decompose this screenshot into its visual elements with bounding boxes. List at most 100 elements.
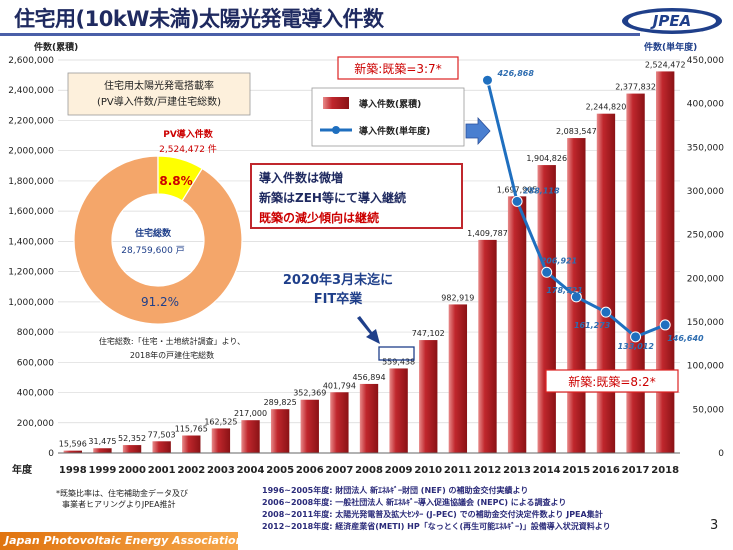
right-tick-label: 450,000 xyxy=(687,56,724,66)
message-3: 既築の減少傾向は継続 xyxy=(259,210,379,225)
ratio-top-box xyxy=(337,56,459,80)
logo-text: JPEA xyxy=(650,12,691,30)
left-tick-label: 1,800,000 xyxy=(8,177,54,187)
ratio-top: 新築:既築=3:7* xyxy=(354,61,441,76)
source-line-2: 2006~2008年度: 一般社団法人 新ｴﾈﾙｷﾞｰ導入促進協議会 (NEPC… xyxy=(262,498,567,507)
bar xyxy=(389,368,408,453)
pv-value: 2,524,472 件 xyxy=(159,143,217,155)
bar-value-label: 77,503 xyxy=(148,430,176,439)
page-number: 3 xyxy=(710,518,719,533)
bar xyxy=(241,420,260,453)
right-axis-title: 件数(単年度) xyxy=(644,41,697,53)
left-tick-label: 200,000 xyxy=(17,419,54,429)
message-2: 新築はZEH等にて導入継続 xyxy=(259,190,406,205)
line-point xyxy=(659,319,671,331)
bar xyxy=(478,239,497,453)
bar xyxy=(211,428,231,453)
footer-bar xyxy=(0,532,238,550)
bar xyxy=(596,113,616,453)
source-notes: 1996~2005年度: 財団法人 新ｴﾈﾙｷﾞｰ財団 (NEF) の補助金交付… xyxy=(262,485,611,533)
bar-value-label: 115,765 xyxy=(175,425,208,434)
pie-note-2: 2018年の戸建住宅総数 xyxy=(130,350,214,360)
pie-title-2: (PV導入件数/戸建住宅総数) xyxy=(97,95,221,108)
pie-note-1: 住宅総数:「住宅・土地統計調査」より、 xyxy=(99,336,245,346)
x-tick-label: 2001 xyxy=(148,465,176,476)
right-tick-label: 100,000 xyxy=(687,362,724,372)
bar xyxy=(300,399,319,453)
line-point xyxy=(511,195,523,207)
bar xyxy=(626,93,645,454)
right-tick-label: 300,000 xyxy=(687,187,724,197)
estimate-note: *既築比率は、住宅補助金データ及び 事業者ヒアリングよりJPEA推計 xyxy=(56,488,188,510)
bar xyxy=(93,448,112,453)
arrow-shape xyxy=(465,116,491,146)
left-axis-ticks: 0 200,000 400,000 600,000 800,000 1,000,000 1,… xyxy=(8,56,54,459)
bar-value-label: 559,438 xyxy=(382,357,415,366)
fit-text-1: 2020年3月末迄に xyxy=(283,272,393,288)
bar xyxy=(507,196,527,453)
line-value-label: 178,721 xyxy=(546,286,582,295)
legend-bar-label: 導入件数(累積) xyxy=(359,98,421,110)
jpea-logo: JPEA xyxy=(622,8,722,34)
bar-value-label: 15,596 xyxy=(59,440,87,449)
pie-title-1: 住宅用太陽光発電搭載率 xyxy=(104,79,214,92)
x-tick-label: 2012 xyxy=(474,465,502,476)
right-tick-label: 0 xyxy=(718,449,724,459)
line-value-label: 146,640 xyxy=(667,334,704,343)
bar-value-label: 289,825 xyxy=(264,398,297,407)
x-tick-label: 1999 xyxy=(89,465,117,476)
pie-chart xyxy=(73,155,243,325)
x-tick-label: 2013 xyxy=(503,465,531,476)
left-tick-label: 600,000 xyxy=(17,358,54,368)
page-title: 住宅用(10kW未満)太陽光発電導入件数 xyxy=(14,7,384,31)
note-line-1: *既築比率は、住宅補助金データ及び xyxy=(56,489,188,498)
bar-value-label: 1,409,787 xyxy=(467,229,508,238)
left-tick-label: 2,400,000 xyxy=(8,86,54,96)
x-tick-label: 2015 xyxy=(562,465,590,476)
line-value-label: 206,921 xyxy=(541,256,577,265)
annual-line xyxy=(481,74,671,343)
left-tick-label: 2,600,000 xyxy=(8,56,54,66)
right-tick-label: 250,000 xyxy=(687,231,724,241)
bar-value-label: 352,369 xyxy=(293,389,326,398)
footer-org: Japan Photovoltaic Energy Association xyxy=(5,534,244,547)
left-tick-label: 400,000 xyxy=(17,389,54,399)
fit-text-2: FIT卒業 xyxy=(314,291,364,307)
pie-center-value: 28,759,600 戸 xyxy=(121,245,184,256)
x-tick-label: 2011 xyxy=(444,465,472,476)
left-tick-label: 800,000 xyxy=(17,328,54,338)
pie-title-box xyxy=(67,72,251,116)
x-tick-label: 2010 xyxy=(414,465,442,476)
bar-value-label: 401,794 xyxy=(323,381,356,390)
x-tick-label: 2017 xyxy=(622,465,650,476)
ratio-bottom-box xyxy=(545,369,679,393)
bar xyxy=(122,445,142,453)
right-tick-label: 400,000 xyxy=(687,100,724,110)
line-labels: 426,868 288,118 206,921 178,721 161,273 133,0… xyxy=(496,69,704,351)
x-axis-title: 年度 xyxy=(12,463,33,476)
x-tick-label: 2008 xyxy=(355,465,383,476)
legend-bar-swatch xyxy=(323,97,349,109)
x-tick-label: 2009 xyxy=(385,465,413,476)
x-tick-label: 2007 xyxy=(325,465,353,476)
bar xyxy=(270,409,290,453)
x-axis-ticks: 1998 1999 2000 2001 2002 2003 2004 2005 2006 2007… xyxy=(59,465,679,476)
right-axis-ticks: 0 50,000 100,000 150,000 200,000 250,000 300,0… xyxy=(687,56,724,459)
line-point xyxy=(481,74,493,86)
bar-value-label: 2,083,547 xyxy=(556,127,597,136)
bar xyxy=(359,383,379,453)
bar-value-label: 747,102 xyxy=(412,329,445,338)
pv-label: PV導入件数 xyxy=(163,128,214,140)
right-tick-label: 150,000 xyxy=(687,318,724,328)
line-point xyxy=(600,306,612,318)
x-tick-label: 2000 xyxy=(118,465,146,476)
line-point xyxy=(541,266,553,278)
message-box xyxy=(250,163,463,229)
right-tick-label: 200,000 xyxy=(687,274,724,284)
bar xyxy=(448,304,468,453)
bar-value-label: 456,894 xyxy=(352,373,385,382)
ratio-bottom: 新築:既築=8:2* xyxy=(568,374,655,389)
bar xyxy=(152,441,171,453)
bar-value-label: 1,697,905 xyxy=(497,185,538,194)
